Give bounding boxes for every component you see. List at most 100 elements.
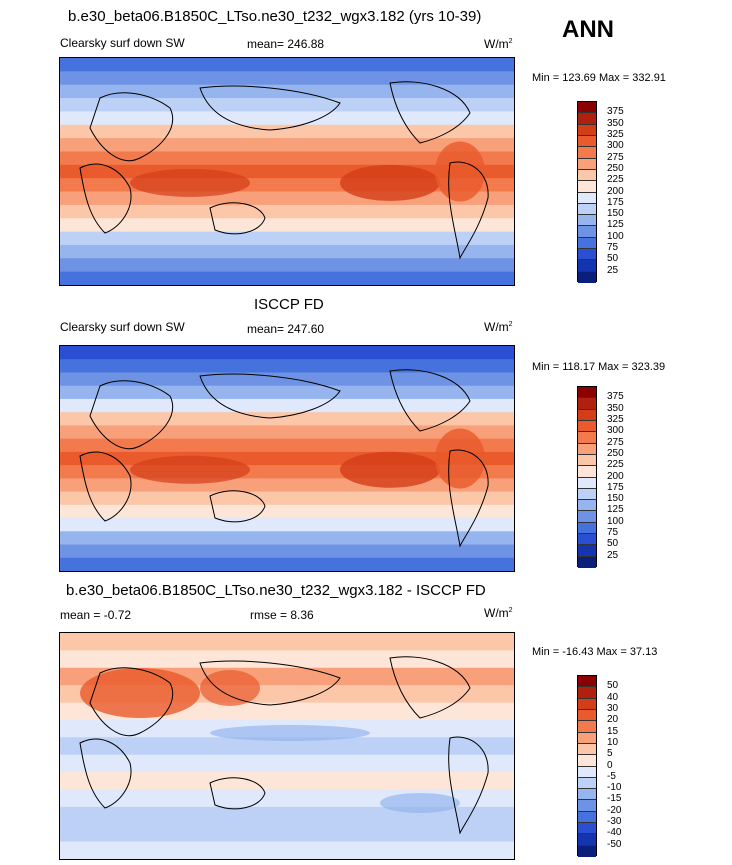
coastline	[89, 92, 174, 162]
colorbar-tick-label: 175	[607, 196, 624, 208]
map-band	[60, 491, 514, 506]
colorbar-swatch	[578, 124, 596, 136]
panel3-mean: mean = -0.72	[60, 608, 132, 622]
map-band	[60, 111, 514, 126]
colorbar-swatch	[578, 398, 596, 410]
colorbar-tick-label: 200	[607, 470, 624, 482]
map-band	[60, 557, 514, 571]
map-band	[60, 138, 514, 153]
coastline	[79, 451, 132, 522]
colorbar-swatch	[578, 522, 596, 535]
colorbar-swatch	[578, 215, 596, 227]
colorbar-swatch	[578, 743, 596, 756]
panel3-map	[59, 632, 515, 860]
panel2-minmax: Min = 118.17 Max = 323.39	[532, 361, 666, 373]
colorbar-swatch	[578, 420, 596, 433]
coastline	[209, 777, 266, 810]
map-band	[60, 346, 514, 361]
colorbar-tick-label: 125	[607, 504, 624, 516]
map-band	[60, 372, 514, 387]
colorbar-tick-label: 200	[607, 185, 624, 197]
panel2-mean: mean= 247.60	[247, 322, 325, 336]
coastline	[448, 161, 489, 260]
colorbar-swatch	[578, 732, 596, 744]
colorbar-tick-label: 350	[607, 402, 624, 414]
colorbar-tick-label: -40	[607, 827, 622, 839]
colorbar-swatch	[578, 545, 596, 557]
colorbar-swatch	[578, 488, 596, 501]
colorbar-swatch	[578, 466, 596, 478]
map-band	[60, 98, 514, 113]
map-hotspot	[200, 670, 260, 706]
map-coolspot	[210, 725, 370, 741]
colorbar-tick-label: 25	[607, 264, 619, 276]
map-band	[60, 544, 514, 559]
panel3-units: W/m2	[484, 606, 513, 620]
colorbar-tick-label: -30	[607, 816, 622, 828]
colorbar-swatch	[578, 687, 596, 699]
colorbar-swatch	[578, 260, 596, 272]
map-hotspot	[340, 451, 440, 488]
colorbar-swatch	[578, 477, 596, 489]
colorbar-tick-label: 5	[607, 748, 613, 760]
coastline	[199, 85, 341, 131]
colorbar-tick-label: 375	[607, 391, 624, 403]
map-hotspot	[130, 455, 250, 484]
colorbar-swatch	[578, 181, 596, 193]
colorbar-tick-label: 375	[607, 106, 624, 118]
map-band	[60, 772, 514, 791]
colorbar-tick-label: 150	[607, 208, 624, 220]
colorbar-swatch	[578, 834, 596, 846]
colorbar-swatch	[578, 777, 596, 790]
panel3-map-svg	[60, 633, 514, 859]
map-band	[60, 218, 514, 233]
map-band	[60, 824, 514, 843]
panel1-mean: mean= 246.88	[247, 37, 325, 51]
map-band	[60, 151, 514, 166]
map-band	[60, 398, 514, 414]
colorbar-swatch	[578, 789, 596, 801]
map-coolspot	[380, 793, 460, 813]
colorbar-tick-label: 125	[607, 219, 624, 231]
panel3-rmse: rmse = 8.36	[250, 608, 314, 622]
colorbar-swatch	[578, 113, 596, 125]
coastline	[199, 660, 341, 706]
colorbar-swatch	[578, 755, 596, 767]
panel2-map-svg	[60, 346, 514, 571]
colorbar-tick-label: 0	[607, 759, 613, 771]
map-hotspot	[435, 428, 485, 489]
colorbar-swatch	[578, 249, 596, 261]
map-band	[60, 71, 514, 86]
colorbar-swatch	[578, 698, 596, 710]
colorbar-swatch	[578, 102, 596, 114]
colorbar-tick-label: -50	[607, 838, 622, 850]
colorbar-tick-label: 25	[607, 549, 619, 561]
map-band	[60, 124, 514, 140]
coastline	[389, 369, 471, 432]
colorbar-swatch	[578, 511, 596, 523]
panel1-map	[59, 57, 515, 286]
colorbar-swatch	[578, 500, 596, 512]
colorbar-swatch	[578, 676, 596, 688]
colorbar-tick-label: 100	[607, 515, 624, 527]
map-hotspot	[435, 141, 485, 202]
coastline	[448, 736, 489, 835]
colorbar-tick-label: 300	[607, 425, 624, 437]
colorbar-tick-label: 150	[607, 493, 624, 505]
colorbar-swatch	[578, 454, 596, 467]
colorbar-swatch	[578, 169, 596, 182]
season-label: ANN	[562, 16, 614, 43]
colorbar-swatch	[578, 709, 596, 722]
coastline	[389, 81, 471, 144]
colorbar-tick-label: 350	[607, 117, 624, 129]
panel2-title: ISCCP FD	[254, 296, 324, 313]
panel3-title: b.e30_beta06.B1850C_LTso.ne30_t232_wgx3.…	[66, 582, 486, 599]
coastline	[89, 380, 174, 450]
coastline	[389, 656, 471, 719]
panel2-variable: Clearsky surf down SW	[60, 320, 185, 334]
map-band	[60, 841, 514, 859]
colorbar-swatch	[578, 766, 596, 778]
colorbar-tick-label: 250	[607, 162, 624, 174]
map-band	[60, 650, 514, 669]
colorbar-tick-label: -5	[607, 770, 616, 782]
